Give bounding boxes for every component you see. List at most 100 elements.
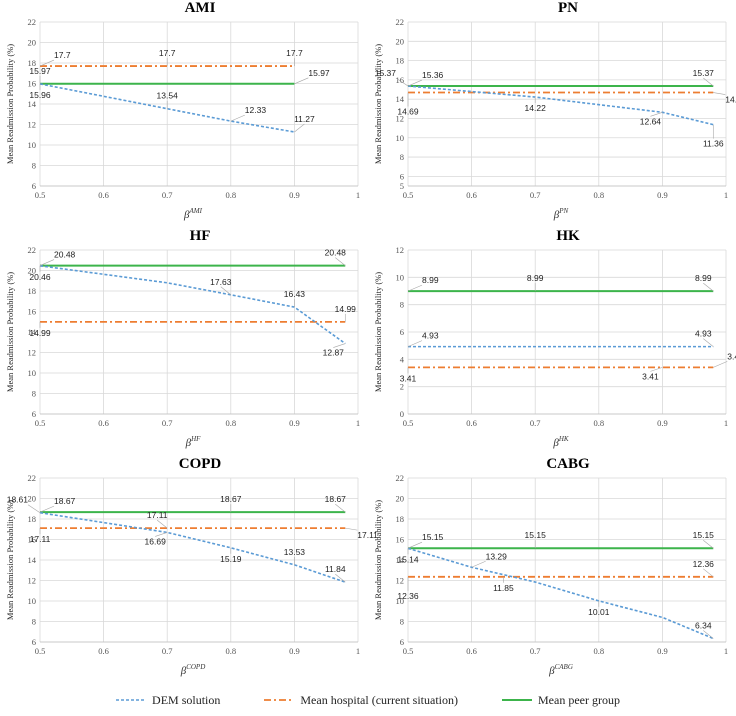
y-tick-label: 5 (400, 181, 404, 191)
y-tick-label: 12 (28, 348, 37, 358)
chart-svg: 6 8 10 12 14 16 18 20 22 0.5 0.6 0.7 0.8 0.9 1 Mean Rea… (5, 473, 378, 677)
data-label-connector (713, 361, 728, 368)
y-tick-label: 16 (28, 307, 37, 317)
x-tick-label: 0.9 (657, 190, 668, 200)
x-tick-label: 1 (724, 190, 728, 200)
data-label-connector (407, 79, 423, 87)
data-label-connector (27, 504, 41, 513)
y-tick-label: 18 (28, 514, 37, 524)
data-label: 15.37 (693, 68, 715, 78)
data-label: 15.36 (422, 70, 444, 80)
y-tick-label: 10 (28, 140, 37, 150)
x-tick-label: 0.9 (289, 418, 300, 428)
data-label-connector (155, 532, 168, 537)
y-axis-label: Mean Readmission Probability (%) (373, 272, 383, 392)
y-axis-label: Mean Readmission Probability (%) (373, 44, 383, 164)
data-label: 14.69 (725, 95, 736, 105)
data-label: 20.48 (54, 250, 76, 260)
x-tick-label: 0.8 (593, 418, 604, 428)
data-label: 15.14 (397, 554, 419, 564)
y-tick-label: 18 (396, 514, 405, 524)
x-tick-label: 0.9 (289, 646, 300, 656)
y-tick-label: 6 (32, 637, 36, 647)
data-label-connector (335, 503, 346, 513)
y-tick-label: 12 (396, 113, 405, 123)
y-tick-label: 10 (396, 272, 405, 282)
data-label: 15.15 (525, 530, 547, 540)
data-label: 20.48 (325, 248, 347, 258)
y-tick-label: 20 (28, 38, 37, 48)
data-label-connector (703, 630, 714, 639)
y-tick-label: 14 (396, 94, 405, 104)
data-label: 17.7 (159, 48, 176, 58)
x-tick-label: 0.5 (403, 646, 414, 656)
series-line-dem (39, 83, 295, 133)
x-tick-label: 0.5 (35, 190, 46, 200)
x-tick-label: 1 (356, 190, 360, 200)
legend-item-peer: Mean peer group (502, 693, 620, 708)
y-tick-label: 16 (28, 535, 37, 545)
data-label: 16.43 (284, 289, 306, 299)
y-tick-label: 22 (396, 473, 405, 483)
y-tick-label: 22 (396, 17, 405, 27)
y-tick-label: 14 (396, 555, 405, 565)
x-tick-label: 0.9 (289, 190, 300, 200)
x-tick-label: 0.6 (98, 418, 109, 428)
y-tick-label: 12 (396, 576, 405, 586)
panel-title: HF (189, 228, 211, 244)
legend-label-dem: DEM solution (152, 692, 221, 707)
panel-cabg: CABG 6 8 10 12 14 16 18 20 22 0.5 0.6 0.7 0.8 0.9 1 Mean… (368, 456, 736, 688)
data-label: 13.29 (486, 551, 508, 561)
data-label: 15.15 (693, 530, 715, 540)
data-label-connector (230, 114, 245, 122)
y-tick-label: 10 (396, 596, 405, 606)
data-label-connector (407, 340, 423, 347)
data-label: 12.33 (245, 105, 267, 115)
panel-pn: PN 5 6 8 10 12 14 16 18 20 22 0.5 0.6 0.7 0.8 0.9 1 Mean … (368, 0, 736, 232)
x-axis-label: βPN (553, 207, 569, 221)
data-label: 8.99 (695, 273, 712, 283)
data-label-connector (395, 77, 409, 87)
y-axis-label: Mean Readmission Probability (%) (5, 272, 15, 392)
data-label-connector (333, 343, 346, 348)
y-tick-label: 16 (396, 75, 405, 85)
data-label: 12.36 (397, 591, 419, 601)
y-tick-label: 22 (28, 245, 37, 255)
data-label: 12.64 (640, 116, 662, 126)
panel-copd: COPD 6 8 10 12 14 16 18 20 22 0.5 0.6 0.7 0.8 0.9 1 Mean… (0, 456, 378, 688)
data-label: 14.99 (29, 328, 51, 338)
data-label: 16.69 (145, 536, 167, 546)
x-tick-label: 0.7 (530, 190, 541, 200)
data-label: 18.67 (220, 494, 242, 504)
y-tick-label: 2 (400, 382, 404, 392)
data-label: 13.54 (157, 91, 179, 101)
chart-svg: 6 8 10 12 14 16 18 20 22 0.5 0.6 0.7 0.8 0.9 1 Mean Rea… (5, 17, 360, 221)
data-label-connector (703, 77, 714, 87)
data-label: 11.84 (325, 564, 346, 574)
x-tick-label: 0.6 (466, 646, 477, 656)
data-label-connector (294, 123, 305, 133)
data-label: 18.67 (325, 494, 347, 504)
legend-swatch-dem (116, 699, 147, 701)
y-tick-label: 22 (28, 473, 37, 483)
y-tick-label: 6 (32, 409, 36, 419)
y-tick-label: 20 (396, 494, 405, 504)
data-label-connector (39, 505, 55, 513)
data-label-connector (335, 573, 346, 583)
series-line-dem (407, 85, 714, 126)
y-tick-label: 8 (400, 152, 404, 162)
y-tick-label: 20 (28, 494, 37, 504)
y-tick-label: 14 (28, 99, 37, 109)
data-label: 11.85 (493, 583, 514, 593)
data-label-connector (220, 286, 231, 296)
panel-title: PN (558, 0, 578, 16)
y-tick-label: 6 (400, 327, 404, 337)
data-label-connector (650, 367, 663, 372)
x-tick-label: 0.5 (403, 418, 414, 428)
y-tick-label: 18 (396, 56, 405, 66)
data-label: 3.41 (400, 373, 417, 383)
x-tick-label: 0.8 (593, 646, 604, 656)
legend-item-dem: DEM solution (116, 693, 220, 708)
y-tick-label: 4 (400, 354, 405, 364)
data-label: 8.99 (527, 273, 544, 283)
